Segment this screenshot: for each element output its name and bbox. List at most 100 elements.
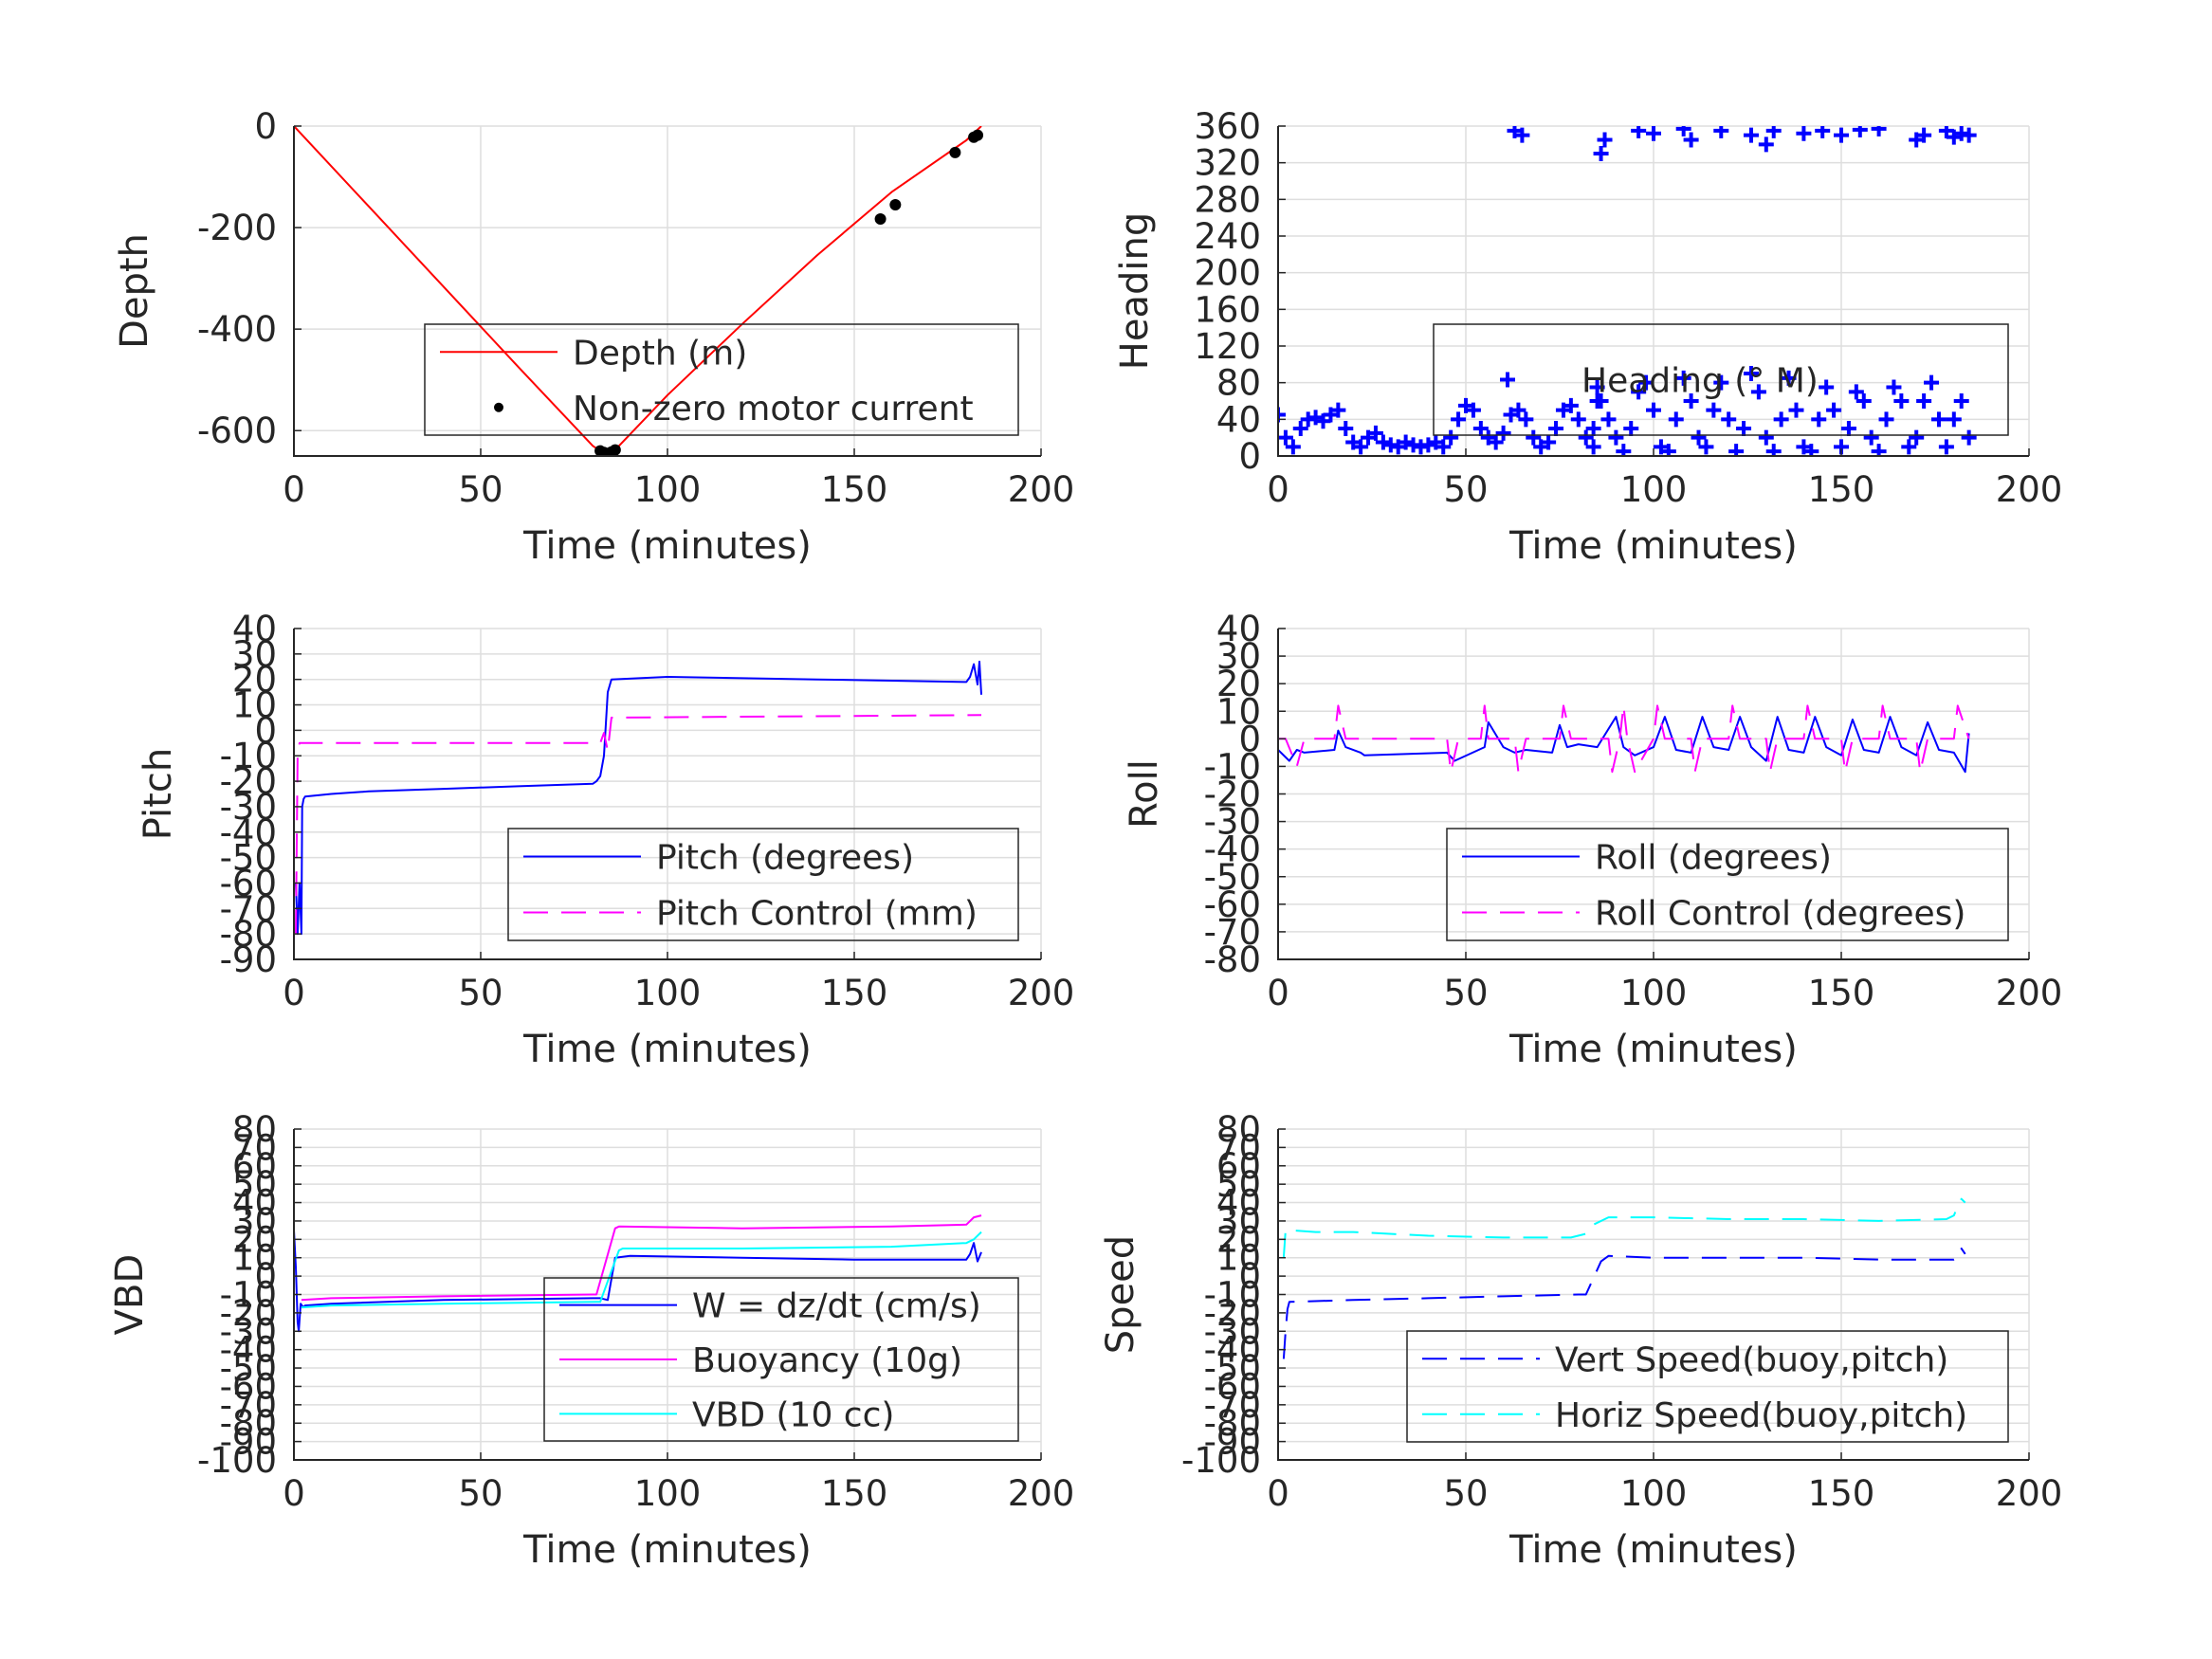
data-point	[1660, 444, 1676, 456]
legend-label: VBD (10 cc)	[692, 1395, 894, 1434]
data-point	[1750, 384, 1766, 400]
data-point	[972, 129, 984, 141]
x-axis-label: Time (minutes)	[1508, 1528, 1798, 1572]
x-tick-label: 0	[283, 1473, 305, 1514]
data-point	[1472, 421, 1489, 436]
y-tick-label: 30	[1216, 636, 1261, 677]
y-tick-label: 30	[232, 634, 277, 675]
y-tick-label: -10	[1204, 746, 1261, 787]
data-point	[874, 212, 887, 225]
data-point	[1893, 393, 1910, 409]
y-tick-label: -70	[1204, 1385, 1261, 1426]
series-line-roll-1	[1278, 704, 1970, 774]
y-tick-label: 10	[232, 685, 277, 726]
data-point	[1510, 402, 1526, 418]
y-tick-label: 80	[232, 1109, 277, 1150]
x-tick-label: 200	[1008, 973, 1075, 1013]
y-tick-label: -90	[1204, 1422, 1261, 1463]
y-tick-label: 40	[1216, 399, 1261, 440]
data-point	[1593, 393, 1609, 409]
data-point	[1773, 411, 1789, 428]
y-tick-label: -30	[1204, 802, 1261, 843]
data-point	[1938, 439, 1954, 455]
chart-panel-depth: 0 50 100 150 200 -600 -400 -200 0 Time (minutes) D…	[113, 106, 1074, 568]
data-point	[1840, 421, 1856, 436]
y-tick-label: -70	[1204, 912, 1261, 953]
y-tick-label: 20	[1216, 1219, 1261, 1260]
y-tick-label: -70	[220, 888, 277, 929]
x-tick-label: 50	[458, 469, 503, 510]
data-point	[1713, 126, 1729, 138]
x-axis-label: Time (minutes)	[522, 1028, 812, 1071]
y-tick-label: -60	[1204, 884, 1261, 925]
legend-swatch	[494, 402, 503, 412]
series-group	[1278, 704, 1970, 774]
x-axis-label: Time (minutes)	[1508, 524, 1798, 568]
data-point	[1435, 439, 1452, 455]
legend: Pitch (degrees) Pitch Control (mm)	[507, 828, 1019, 941]
data-point	[1916, 127, 1932, 143]
data-point	[1781, 370, 1797, 386]
y-tick-label: 0	[1238, 719, 1261, 759]
data-point	[1541, 434, 1557, 450]
y-tick-label: -70	[220, 1385, 277, 1426]
x-tick-label: 100	[634, 973, 702, 1013]
data-point	[1683, 393, 1699, 409]
x-tick-label: 200	[1996, 1473, 2063, 1514]
chart-panel-roll: 0 50 100 150 200-80-70-60-50-40-30-20-100102…	[1123, 609, 2062, 1071]
legend-label: Roll (degrees)	[1595, 839, 1832, 878]
y-tick-label: -200	[197, 208, 277, 248]
y-tick-label: 160	[1194, 289, 1261, 330]
y-axis-label: VBD	[108, 1254, 152, 1336]
y-tick-label: 40	[1216, 609, 1261, 649]
data-point	[1803, 444, 1819, 456]
y-tick-label: -50	[1204, 1348, 1261, 1389]
legend: W = dz/dt (cm/s) Buoyancy (10g) VBD (10 cc…	[543, 1277, 1019, 1442]
y-tick-label: 280	[1194, 179, 1261, 220]
x-tick-label: 50	[1443, 1473, 1488, 1514]
data-point	[1863, 429, 1879, 446]
data-point	[1819, 379, 1835, 395]
data-point	[1585, 439, 1601, 455]
y-tick-label: -400	[197, 309, 277, 350]
data-point	[1886, 379, 1902, 395]
y-tick-label: 50	[1216, 1164, 1261, 1205]
data-point	[1743, 127, 1759, 143]
y-tick-label: -80	[1204, 939, 1261, 980]
data-point	[1713, 374, 1729, 391]
y-tick-label: -90	[220, 1422, 277, 1463]
y-tick-label: 30	[1216, 1201, 1261, 1242]
series-group	[294, 126, 984, 456]
data-point	[1285, 439, 1301, 455]
data-point	[1852, 126, 1868, 137]
data-point	[1398, 434, 1414, 450]
series-group	[1278, 126, 1977, 456]
x-tick-label: 100	[1620, 1473, 1688, 1514]
x-tick-label: 200	[1008, 469, 1075, 510]
legend-swatch	[1500, 372, 1515, 388]
data-point	[1834, 127, 1849, 143]
data-point	[1585, 421, 1601, 436]
data-point	[1743, 366, 1759, 381]
y-axis-label: Heading	[1113, 212, 1157, 370]
data-point	[1631, 126, 1647, 138]
series-group	[1282, 1197, 1966, 1359]
data-point	[1646, 126, 1661, 141]
x-tick-label: 150	[821, 973, 888, 1013]
legend-label: Pitch (degrees)	[656, 839, 914, 878]
data-point	[1826, 402, 1842, 418]
data-point	[1871, 444, 1887, 456]
y-tick-label: -60	[220, 1366, 277, 1407]
y-tick-label: 70	[232, 1127, 277, 1168]
legend-label: Heading (° M)	[1581, 362, 1819, 401]
y-tick-label: 80	[1216, 1109, 1261, 1150]
data-point	[1518, 411, 1534, 428]
y-tick-label: -10	[220, 1275, 277, 1316]
chart-panel-speed: 0 50 100 150 200-100-90-80-70-60-50-40-30-20…	[1099, 1109, 2062, 1572]
x-axis-label: Time (minutes)	[522, 1528, 812, 1572]
y-tick-label: -50	[1204, 857, 1261, 898]
legend-box	[424, 323, 1019, 436]
data-point	[1338, 421, 1354, 436]
data-point	[1570, 411, 1586, 428]
y-tick-label: 320	[1194, 143, 1261, 184]
